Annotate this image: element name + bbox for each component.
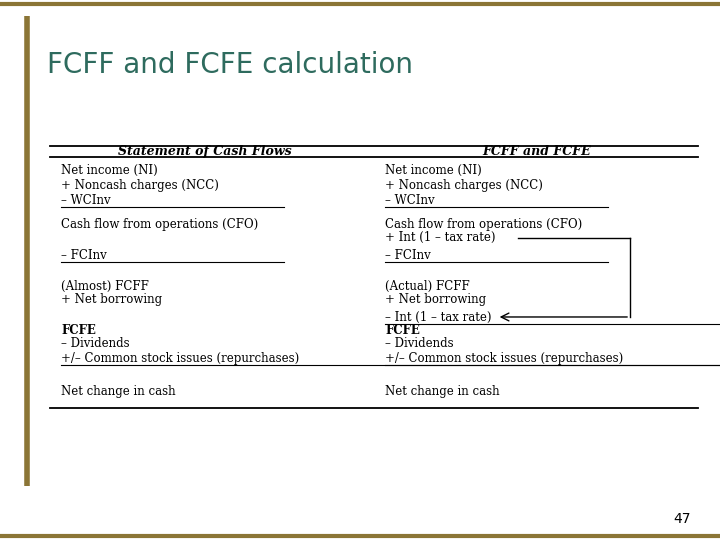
Text: +/– Common stock issues (repurchases): +/– Common stock issues (repurchases) [385, 352, 624, 365]
Text: +/– Common stock issues (repurchases): +/– Common stock issues (repurchases) [61, 352, 300, 365]
Text: + Noncash charges (NCC): + Noncash charges (NCC) [61, 179, 219, 192]
Text: – WCInv: – WCInv [385, 194, 435, 207]
Text: + Net borrowing: + Net borrowing [61, 293, 162, 306]
Text: (Almost) FCFF: (Almost) FCFF [61, 280, 149, 293]
Text: – FCInv: – FCInv [61, 249, 107, 262]
Text: Statement of Cash Flows: Statement of Cash Flows [118, 145, 292, 158]
Text: FCFF and FCFE calculation: FCFF and FCFE calculation [47, 51, 413, 79]
Text: Net income (NI): Net income (NI) [61, 164, 158, 177]
Text: – WCInv: – WCInv [61, 194, 111, 207]
Text: – FCInv: – FCInv [385, 249, 431, 262]
Text: – Dividends: – Dividends [385, 338, 454, 350]
Text: Cash flow from operations (CFO): Cash flow from operations (CFO) [385, 218, 582, 231]
Text: (Actual) FCFF: (Actual) FCFF [385, 280, 470, 293]
Text: 47: 47 [674, 512, 691, 526]
Text: FCFF and FCFE: FCFF and FCFE [482, 145, 590, 158]
Text: – Int (1 – tax rate): – Int (1 – tax rate) [385, 310, 492, 323]
Text: FCFE: FCFE [385, 324, 420, 337]
Text: + Int (1 – tax rate): + Int (1 – tax rate) [385, 231, 495, 244]
Text: Cash flow from operations (CFO): Cash flow from operations (CFO) [61, 218, 258, 231]
Text: – Dividends: – Dividends [61, 338, 130, 350]
Text: Net income (NI): Net income (NI) [385, 164, 482, 177]
Text: FCFE: FCFE [61, 324, 96, 337]
Text: Net change in cash: Net change in cash [385, 385, 500, 398]
Text: + Noncash charges (NCC): + Noncash charges (NCC) [385, 179, 543, 192]
Text: + Net borrowing: + Net borrowing [385, 293, 486, 306]
Text: Net change in cash: Net change in cash [61, 385, 176, 398]
